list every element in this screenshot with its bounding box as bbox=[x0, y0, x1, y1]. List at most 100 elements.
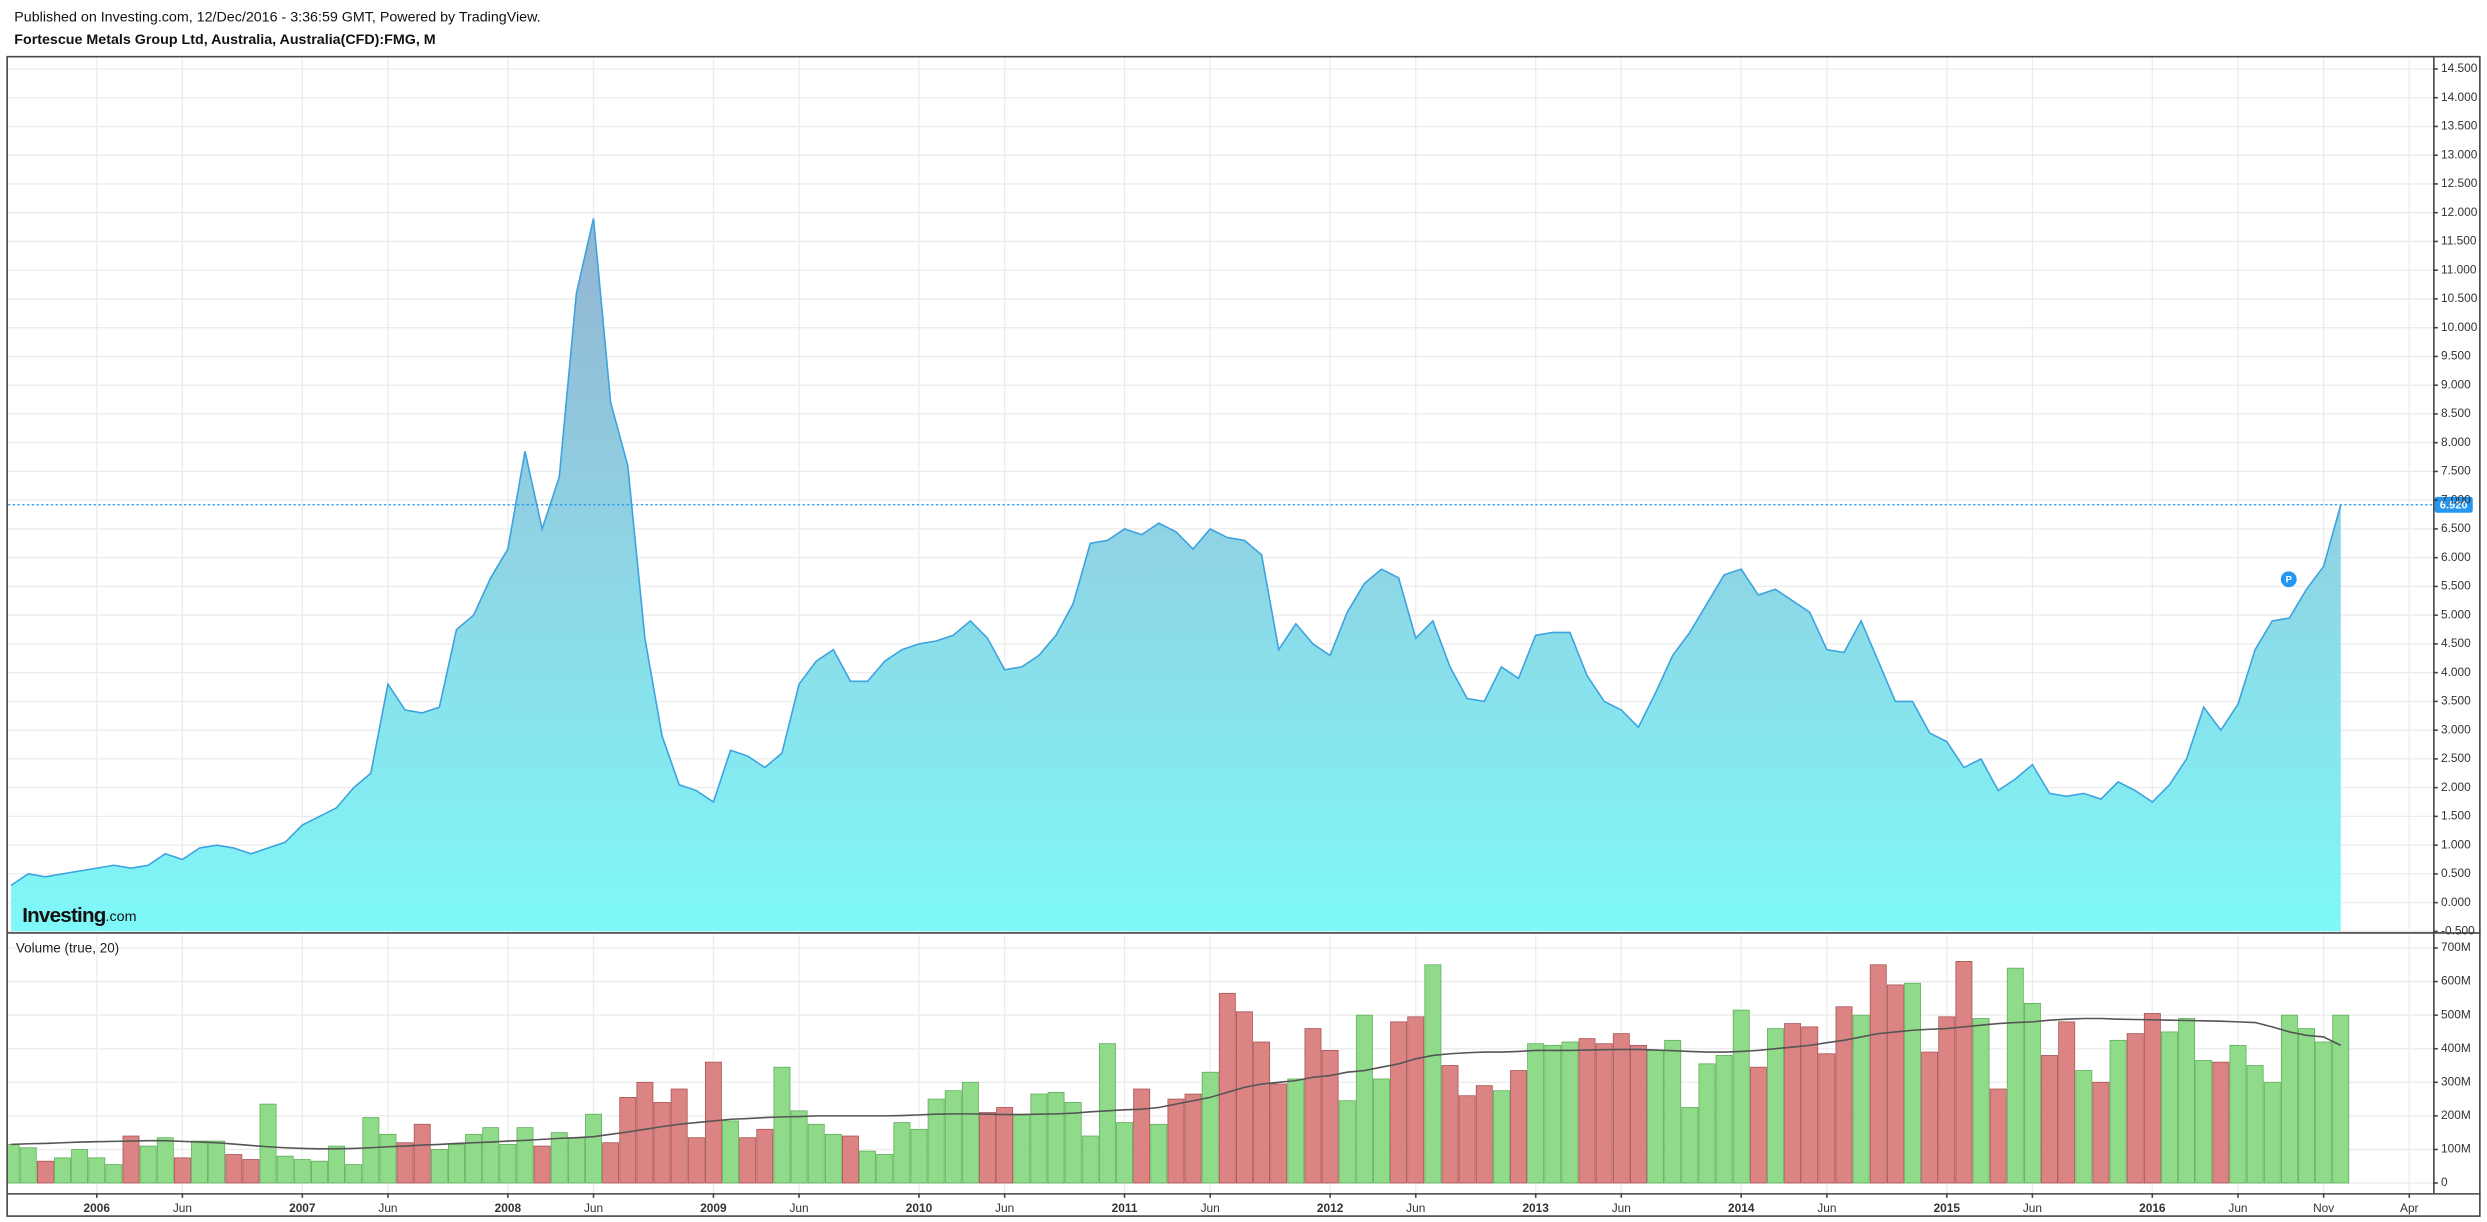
volume-bar bbox=[2315, 1041, 2333, 1184]
volume-bar bbox=[2246, 1065, 2264, 1184]
y-tick-label: 1.000 bbox=[2441, 837, 2471, 851]
volume-bar bbox=[71, 1149, 89, 1184]
volume-bar bbox=[1355, 1014, 1373, 1184]
x-tick-label: 2013 bbox=[1522, 1201, 1549, 1215]
volume-bar bbox=[1047, 1091, 1065, 1184]
volume-bar bbox=[1886, 984, 1904, 1184]
volume-bar bbox=[1201, 1071, 1219, 1184]
volume-bar bbox=[1116, 1122, 1133, 1184]
x-tick-label: Jun bbox=[2023, 1201, 2042, 1215]
volume-bar bbox=[1767, 1028, 1784, 1184]
volume-bar bbox=[1167, 1098, 1185, 1184]
volume-bar bbox=[1064, 1102, 1082, 1184]
volume-bar bbox=[893, 1122, 911, 1184]
volume-bar bbox=[996, 1107, 1014, 1184]
volume-bar bbox=[430, 1149, 448, 1184]
volume-bar bbox=[1475, 1085, 1493, 1184]
chart-title: Fortescue Metals Group Ltd, Australia, A… bbox=[14, 32, 435, 48]
volume-bar bbox=[396, 1142, 414, 1184]
x-tick-label: Nov bbox=[2313, 1201, 2334, 1215]
volume-bar bbox=[1749, 1066, 1767, 1184]
volume-bar bbox=[1544, 1044, 1562, 1184]
watermark-suffix: .com bbox=[106, 909, 137, 925]
volume-bar bbox=[944, 1090, 962, 1184]
volume-moving-average bbox=[11, 1017, 2342, 1150]
y-tick-label: 10.000 bbox=[2441, 320, 2478, 334]
y-tick-label: -0.500 bbox=[2441, 924, 2475, 938]
volume-bar bbox=[585, 1113, 602, 1184]
price-area bbox=[11, 218, 2341, 932]
x-tick-label: Jun bbox=[1817, 1201, 1836, 1215]
y-tick-label: 300M bbox=[2441, 1074, 2471, 1088]
y-tick-label: 9.000 bbox=[2441, 377, 2471, 391]
volume-bar bbox=[842, 1135, 859, 1184]
volume-bar bbox=[859, 1150, 877, 1184]
volume-bar bbox=[687, 1137, 705, 1184]
y-tick-label: 700M bbox=[2441, 940, 2471, 954]
volume-bar bbox=[1098, 1043, 1116, 1184]
volume-bar bbox=[379, 1133, 397, 1184]
volume-bar bbox=[636, 1081, 654, 1184]
watermark-brand: Investing bbox=[22, 905, 106, 928]
publisher-line: Published on Investing.com, 12/Dec/2016 … bbox=[14, 10, 540, 26]
x-tick-label: Apr bbox=[2400, 1201, 2419, 1215]
volume-bar bbox=[2212, 1061, 2230, 1184]
y-tick-label: 0 bbox=[2441, 1175, 2448, 1189]
y-tick-label: 5.500 bbox=[2441, 579, 2471, 593]
x-tick-label: Jun bbox=[2228, 1201, 2247, 1215]
volume-bar bbox=[19, 1147, 37, 1184]
volume-bar bbox=[807, 1123, 825, 1184]
x-tick-label: Jun bbox=[1406, 1201, 1425, 1215]
volume-bar bbox=[1218, 992, 1236, 1184]
x-tick-label: Jun bbox=[1201, 1201, 1220, 1215]
last-price-box bbox=[2434, 496, 2473, 513]
y-tick-label: 13.000 bbox=[2441, 147, 2478, 161]
volume-bar bbox=[310, 1160, 328, 1184]
volume-bar bbox=[1150, 1123, 1168, 1184]
volume-bar bbox=[1304, 1028, 1322, 1184]
y-tick-label: 6.000 bbox=[2441, 550, 2471, 564]
volume-bar bbox=[2195, 1060, 2213, 1184]
volume-bar bbox=[2143, 1013, 2161, 1184]
volume-bar bbox=[362, 1117, 380, 1184]
volume-bar bbox=[242, 1159, 260, 1184]
y-tick-label: 13.500 bbox=[2441, 119, 2478, 133]
volume-bar bbox=[1253, 1041, 1271, 1184]
volume-bar bbox=[225, 1154, 243, 1184]
volume-bar bbox=[979, 1112, 996, 1184]
y-tick-label: 12.500 bbox=[2441, 176, 2478, 190]
volume-bar bbox=[1664, 1039, 1682, 1184]
event-marker bbox=[2280, 571, 2297, 588]
volume-bar bbox=[567, 1137, 585, 1184]
price-line bbox=[10, 218, 2342, 887]
volume-bar bbox=[876, 1154, 894, 1184]
volume-bar bbox=[1561, 1041, 1579, 1184]
volume-bar bbox=[465, 1133, 483, 1184]
volume-bar bbox=[2280, 1014, 2298, 1184]
volume-bar bbox=[1595, 1043, 1613, 1184]
y-tick-label: 11.000 bbox=[2441, 262, 2477, 276]
volume-bar bbox=[1492, 1090, 1510, 1184]
volume-bar bbox=[1184, 1093, 1202, 1184]
y-tick-label: 200M bbox=[2441, 1108, 2471, 1122]
y-tick-label: 2.000 bbox=[2441, 780, 2471, 794]
y-tick-label: 14.000 bbox=[2441, 90, 2478, 104]
y-tick-label: 3.000 bbox=[2441, 722, 2471, 736]
volume-bar bbox=[1321, 1050, 1339, 1184]
volume-bar bbox=[413, 1123, 431, 1184]
volume-bar bbox=[293, 1159, 311, 1184]
volume-bar bbox=[1612, 1033, 1630, 1184]
volume-bar bbox=[1458, 1095, 1476, 1184]
y-tick-label: 0.500 bbox=[2441, 866, 2471, 880]
volume-bar bbox=[1921, 1051, 1939, 1184]
volume-bar bbox=[1955, 961, 1973, 1184]
y-tick-label: 11.500 bbox=[2441, 234, 2477, 248]
x-tick-label: 2009 bbox=[700, 1201, 727, 1215]
volume-bar bbox=[345, 1164, 363, 1184]
volume-bar bbox=[1732, 1009, 1750, 1184]
y-tick-label: 8.500 bbox=[2441, 406, 2471, 420]
volume-bar bbox=[105, 1164, 123, 1184]
y-tick-label: 14.500 bbox=[2441, 61, 2478, 75]
